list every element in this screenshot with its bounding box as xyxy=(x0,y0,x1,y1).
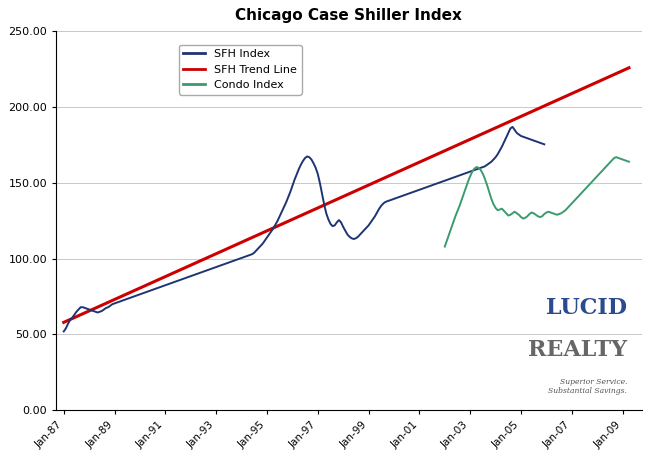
Text: LUCID: LUCID xyxy=(546,297,627,319)
Text: REALTY: REALTY xyxy=(528,339,627,361)
Title: Chicago Case Shiller Index: Chicago Case Shiller Index xyxy=(235,8,462,23)
Legend: SFH Index, SFH Trend Line, Condo Index: SFH Index, SFH Trend Line, Condo Index xyxy=(179,44,302,94)
Text: Superior Service.
Substantial Savings.: Superior Service. Substantial Savings. xyxy=(548,378,627,395)
